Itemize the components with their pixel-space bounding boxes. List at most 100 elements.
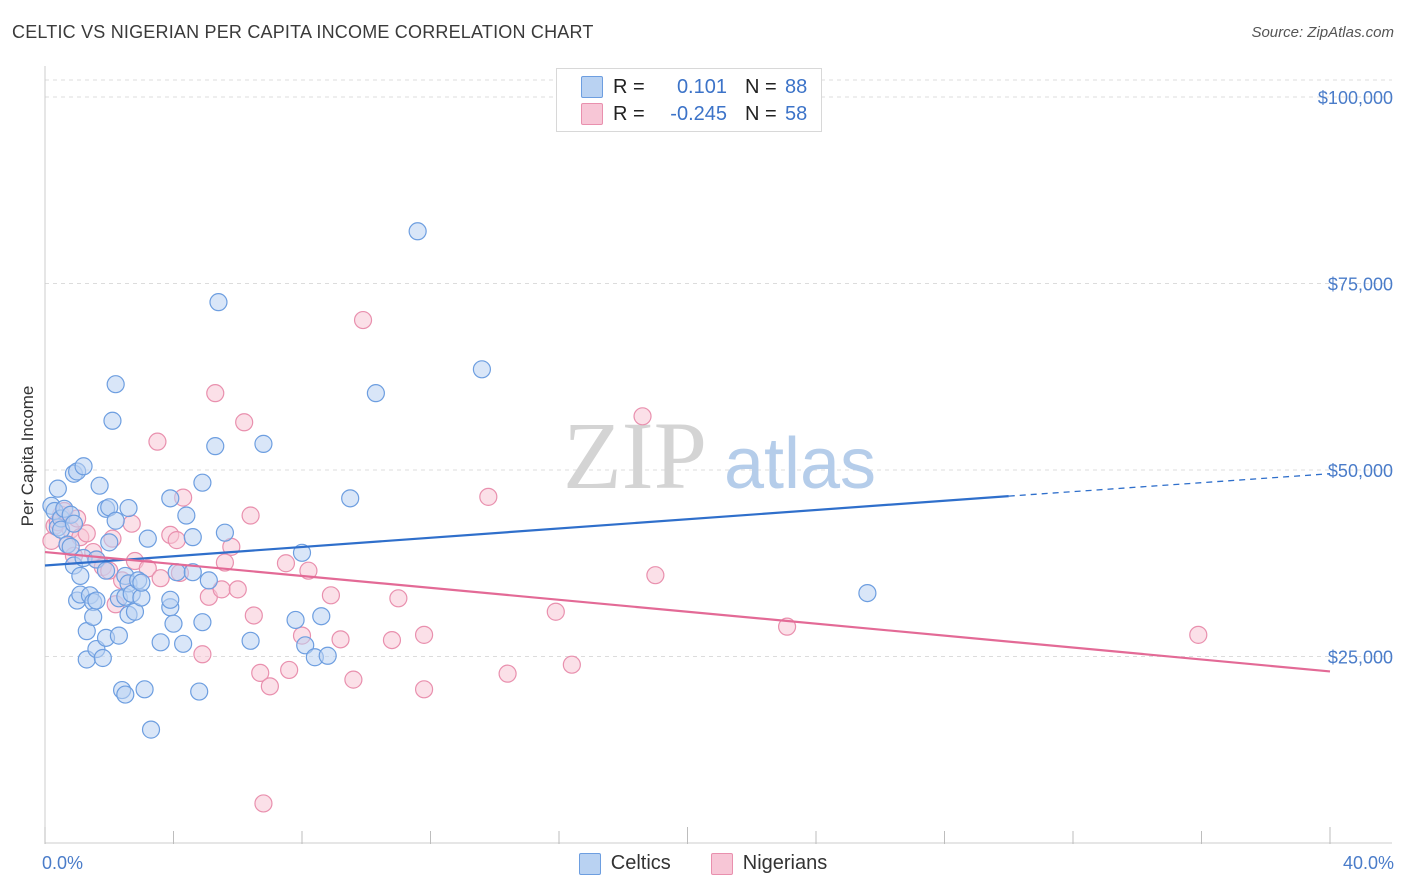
nigerians-point — [228, 580, 247, 599]
celtics-swatch — [581, 76, 603, 98]
nigerians-point — [260, 677, 279, 696]
nigerians-point — [254, 794, 273, 813]
x-tick-min: 0.0% — [42, 853, 84, 873]
nigerians-point — [479, 487, 498, 506]
y-tick-label: $75,000 — [1328, 275, 1393, 295]
celtics-point — [215, 523, 234, 542]
celtics-point — [135, 680, 154, 699]
celtics-point — [241, 631, 260, 650]
legend-n-value: 58 — [785, 102, 808, 125]
nigerians-point — [353, 310, 373, 330]
celtics-point — [48, 479, 67, 498]
celtics-point — [84, 607, 103, 627]
celtics-point — [193, 473, 212, 492]
nigerians-point — [331, 630, 350, 649]
nigerians-point — [498, 664, 517, 683]
nigerians-legend-swatch — [710, 852, 733, 875]
nigerians-point — [280, 660, 299, 680]
celtics-point — [292, 543, 312, 562]
nigerians-point — [344, 670, 363, 689]
celtics-point — [296, 636, 315, 655]
trend-lines — [44, 473, 1331, 673]
nigerians-point — [77, 524, 96, 543]
nigerians-point — [1189, 625, 1208, 644]
nigerians-point — [167, 531, 186, 550]
x-tick-max: 40.0% — [1342, 853, 1394, 873]
stats-legend: R = 0.101 N = 88 R = -0.245 N = 58 — [556, 68, 822, 132]
celtics-point — [106, 511, 125, 530]
celtics-point — [193, 613, 212, 632]
axes — [44, 66, 1392, 844]
y-tick-label: $50,000 — [1328, 461, 1393, 481]
celtics-point — [366, 384, 385, 403]
legend-item-nigerians[interactable]: Nigerians — [710, 852, 828, 875]
celtics-point — [286, 610, 305, 630]
nigerians-point — [633, 407, 652, 426]
legend-r-label: R = — [613, 75, 645, 98]
nigerians-point — [122, 514, 141, 533]
nigerians-point — [389, 589, 408, 608]
celtics-point — [318, 646, 337, 665]
celtics-point — [141, 720, 161, 739]
legend-r-value: -0.245 — [670, 102, 727, 125]
nigerians-trend-line — [44, 550, 1331, 673]
nigerians-point — [241, 506, 260, 525]
celtics-point — [177, 506, 196, 525]
nigerians-point — [244, 606, 263, 625]
nigerians-point — [193, 645, 212, 664]
y-tick-label: $25,000 — [1328, 648, 1393, 668]
nigerians-point — [546, 602, 565, 621]
celtics-point — [174, 634, 193, 653]
celtics-point — [96, 561, 116, 580]
celtics-point — [116, 685, 135, 704]
celtics-point — [132, 573, 151, 592]
celtics-points — [42, 222, 877, 739]
celtics-legend-label: Celtics — [610, 852, 671, 874]
nigerians-point — [276, 554, 296, 573]
celtics-point — [167, 563, 186, 582]
nigerians-legend-label: Nigerians — [742, 852, 828, 874]
legend-r-value: 0.101 — [676, 75, 727, 98]
legend-n-label: N = — [745, 102, 777, 125]
legend-row-nigerians: R = -0.245 N = 58 — [557, 101, 807, 127]
celtics-trend-line — [44, 495, 1009, 567]
nigerians-point — [299, 561, 318, 580]
celtics-point — [341, 489, 360, 508]
y-tick-labels: $25,000 $50,000 $75,000 $100,000 — [1318, 88, 1393, 668]
series-legend: Celtics Nigerians — [0, 852, 1406, 875]
celtics-point — [161, 590, 180, 609]
celtics-point — [87, 591, 106, 610]
nigerians-point — [321, 586, 341, 605]
legend-item-celtics[interactable]: Celtics — [578, 852, 671, 875]
nigerians-point — [215, 553, 234, 572]
celtics-point — [71, 566, 90, 586]
celtics-point — [183, 528, 202, 547]
celtics-point — [119, 498, 138, 518]
celtics-point — [100, 533, 119, 552]
nigerians-point — [414, 625, 434, 644]
celtics-point — [93, 648, 112, 668]
celtics-point — [472, 360, 491, 379]
nigerians-swatch — [581, 103, 603, 125]
nigerians-point — [235, 413, 254, 432]
nigerians-point — [646, 566, 665, 585]
source-label: Source: ZipAtlas.com — [1251, 24, 1394, 41]
celtics-point — [64, 514, 84, 533]
watermark: ZIP atlas — [563, 402, 876, 509]
legend-row-celtics: R = 0.101 N = 88 — [557, 74, 807, 100]
celtics-point — [858, 583, 877, 603]
nigerians-point — [562, 655, 581, 674]
celtics-point — [199, 571, 218, 590]
celtics-legend-swatch — [578, 852, 601, 875]
nigerians-point — [251, 663, 270, 683]
legend-n-value: 88 — [785, 75, 808, 98]
celtics-point — [151, 633, 170, 652]
chart-title: CELTIC VS NIGERIAN PER CAPITA INCOME COR… — [12, 22, 594, 42]
celtics-point — [312, 607, 331, 626]
celtics-point — [90, 476, 109, 495]
nigerians-point — [414, 680, 434, 699]
nigerians-point — [382, 630, 402, 650]
legend-r-label: R = — [613, 102, 645, 125]
celtics-point — [138, 529, 157, 548]
